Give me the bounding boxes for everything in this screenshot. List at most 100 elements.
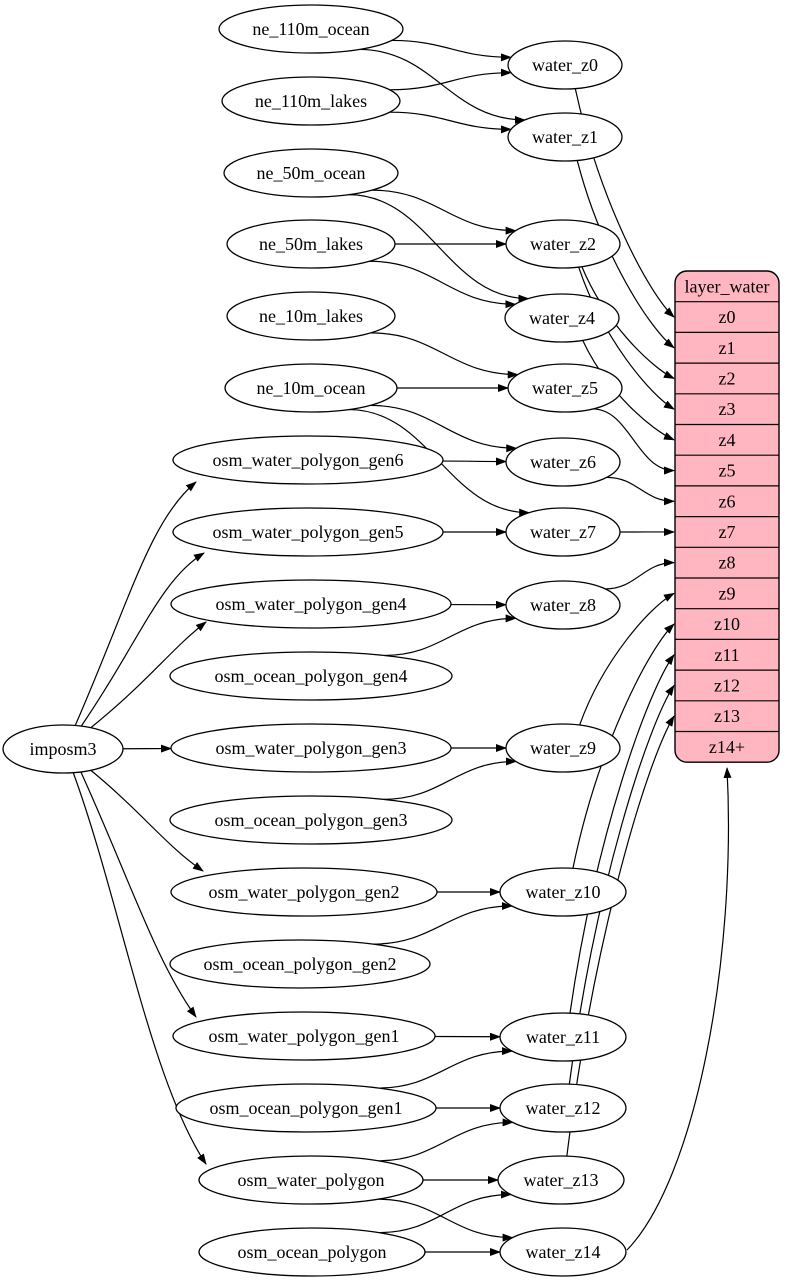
edge-water-z1-to-layer-water-z1 (576, 160, 675, 349)
node-label: water_z11 (526, 1027, 600, 1047)
node-label: water_z8 (530, 595, 596, 615)
node-osm-ocean-polygon-gen3: osm_ocean_polygon_gen3 (169, 795, 453, 845)
node-osm-water-polygon-gen4: osm_water_polygon_gen4 (170, 579, 452, 629)
layer-water-row-z14-plus: z14+ (709, 737, 745, 757)
node-label: osm_water_polygon_gen4 (216, 594, 407, 614)
edge-water-z12-to-layer-water-z12 (568, 684, 675, 1085)
layer-water-row-z6: z6 (719, 491, 736, 511)
layer-water-row-z3: z3 (719, 399, 736, 419)
node-water-z7: water_z7 (505, 507, 621, 557)
edge-osm-ocean-polygon-gen4-to-water-z8 (383, 614, 517, 657)
edge-water-z2-to-layer-water-z3 (578, 266, 675, 410)
node-label: water_z5 (532, 378, 598, 398)
node-water-z14: water_z14 (499, 1227, 627, 1277)
node-osm-water-polygon: osm_water_polygon (198, 1155, 424, 1205)
edge-osm-water-polygon-to-water-z12 (378, 1118, 514, 1162)
edge-water-z2-to-layer-water-z2 (581, 266, 675, 379)
node-label: osm_ocean_polygon_gen2 (204, 954, 397, 974)
node-water-z0: water_z0 (507, 40, 623, 90)
node-label: ne_10m_ocean (257, 378, 366, 398)
layer-water-row-z8: z8 (719, 553, 736, 573)
edge-water-z10-to-layer-water-z10 (572, 623, 675, 869)
node-water-z8: water_z8 (505, 580, 621, 630)
layer-water-row-z5: z5 (719, 461, 736, 481)
node-water-z2: water_z2 (505, 219, 621, 269)
node-osm-water-polygon-gen3: osm_water_polygon_gen3 (170, 723, 452, 773)
edge-osm-ocean-polygon-gen1-to-water-z11 (378, 1047, 513, 1089)
node-label: water_z12 (526, 1098, 601, 1118)
edge-ne-50m-ocean-to-water-z2 (371, 189, 517, 235)
record-title: layer_water (685, 276, 770, 296)
node-osm-water-polygon-gen1: osm_water_polygon_gen1 (172, 1011, 436, 1061)
node-label: osm_water_polygon_gen1 (209, 1026, 400, 1046)
record-layer-water: layer_water z0 z1 z2 z3 z4 z5 z6 z7 z8 z9 z10 z11 z12… (674, 270, 780, 763)
node-label: ne_10m_lakes (259, 306, 363, 326)
layer-water-row-z4: z4 (719, 430, 736, 450)
node-label: water_z1 (532, 127, 598, 147)
edge-imposm3-to-osm-water-polygon-gen4 (87, 621, 207, 731)
node-label: water_z2 (530, 234, 596, 254)
layer-water-row-z0: z0 (719, 307, 736, 327)
edge-ne-110m-lakes-to-water-z1 (389, 111, 512, 134)
node-label: water_z9 (530, 738, 596, 758)
node-label: osm_water_polygon_gen2 (209, 882, 400, 902)
node-osm-ocean-polygon-gen2: osm_ocean_polygon_gen2 (169, 939, 431, 989)
layer-water-row-z7: z7 (719, 522, 736, 542)
node-label: ne_50m_lakes (259, 234, 363, 254)
layer-water-row-z2: z2 (719, 368, 736, 388)
node-label: water_z6 (530, 452, 596, 472)
node-ne-10m-lakes: ne_10m_lakes (226, 291, 396, 341)
edge-osm-ocean-polygon-gen2-to-water-z10 (372, 902, 513, 945)
node-osm-water-polygon-gen2: osm_water_polygon_gen2 (170, 867, 438, 917)
edge-imposm3-to-osm-water-polygon-gen6 (74, 481, 197, 727)
edge-osm-ocean-polygon-gen3-to-water-z9 (383, 757, 517, 800)
node-osm-ocean-polygon-gen4: osm_ocean_polygon_gen4 (169, 651, 453, 701)
node-label: imposm3 (29, 739, 96, 759)
edge-ne-50m-ocean-to-water-z4 (348, 194, 530, 303)
node-water-z9: water_z9 (505, 723, 621, 773)
layer-water-row-z13: z13 (714, 706, 740, 726)
node-label: ne_110m_lakes (255, 91, 367, 111)
edge-osm-water-polygon-to-water-z14 (378, 1198, 514, 1242)
node-label: water_z0 (532, 55, 598, 75)
node-water-z10: water_z10 (499, 867, 627, 917)
edge-water-z4-to-layer-water-z4 (582, 340, 675, 441)
node-label: osm_water_polygon_gen3 (216, 738, 407, 758)
node-label: osm_water_polygon_gen6 (213, 450, 404, 470)
node-label: water_z7 (530, 522, 596, 542)
node-water-z6: water_z6 (505, 437, 621, 487)
edge-imposm3-to-osm-water-polygon-gen5 (79, 552, 205, 729)
node-label: osm_ocean_polygon_gen4 (215, 666, 408, 686)
node-water-z1: water_z1 (507, 112, 623, 162)
edge-imposm3-to-osm-water-polygon-gen1 (79, 769, 197, 1018)
node-ne-50m-ocean: ne_50m_ocean (223, 148, 399, 198)
edge-osm-ocean-polygon-to-water-z13 (378, 1190, 512, 1234)
node-label: water_z10 (526, 882, 601, 902)
edge-imposm3-to-osm-water-polygon (72, 771, 207, 1165)
layer-water-row-z12: z12 (714, 675, 740, 695)
node-water-z4: water_z4 (504, 293, 620, 343)
node-water-z12: water_z12 (499, 1083, 627, 1133)
node-label: osm_water_polygon (238, 1170, 385, 1190)
node-label: water_z14 (526, 1242, 601, 1262)
node-water-z5: water_z5 (507, 363, 623, 413)
edge-water-z13-to-layer-water-z13 (566, 715, 675, 1157)
edge-water-z5-to-layer-water-z5 (592, 408, 675, 475)
edge-imposm3-to-osm-water-polygon-gen2 (87, 767, 204, 872)
node-osm-water-polygon-gen6: osm_water_polygon_gen6 (172, 435, 444, 485)
edges-layer (72, 39, 732, 1256)
node-label: water_z4 (529, 308, 595, 328)
node-ne-110m-ocean: ne_110m_ocean (218, 4, 404, 54)
edge-water-z11-to-layer-water-z11 (569, 653, 675, 1014)
edge-ne-110m-lakes-to-water-z0 (389, 68, 512, 91)
node-ne-110m-lakes: ne_110m_lakes (221, 76, 401, 126)
layer-water-row-z1: z1 (719, 338, 736, 358)
node-label: osm_water_polygon_gen5 (213, 522, 404, 542)
node-label: ne_50m_ocean (257, 163, 366, 183)
node-label: ne_110m_ocean (252, 19, 369, 39)
node-osm-water-polygon-gen5: osm_water_polygon_gen5 (172, 507, 444, 557)
node-water-z11: water_z11 (499, 1012, 627, 1062)
node-label: water_z13 (524, 1170, 599, 1190)
edge-water-z8-to-layer-water-z8 (605, 558, 675, 590)
